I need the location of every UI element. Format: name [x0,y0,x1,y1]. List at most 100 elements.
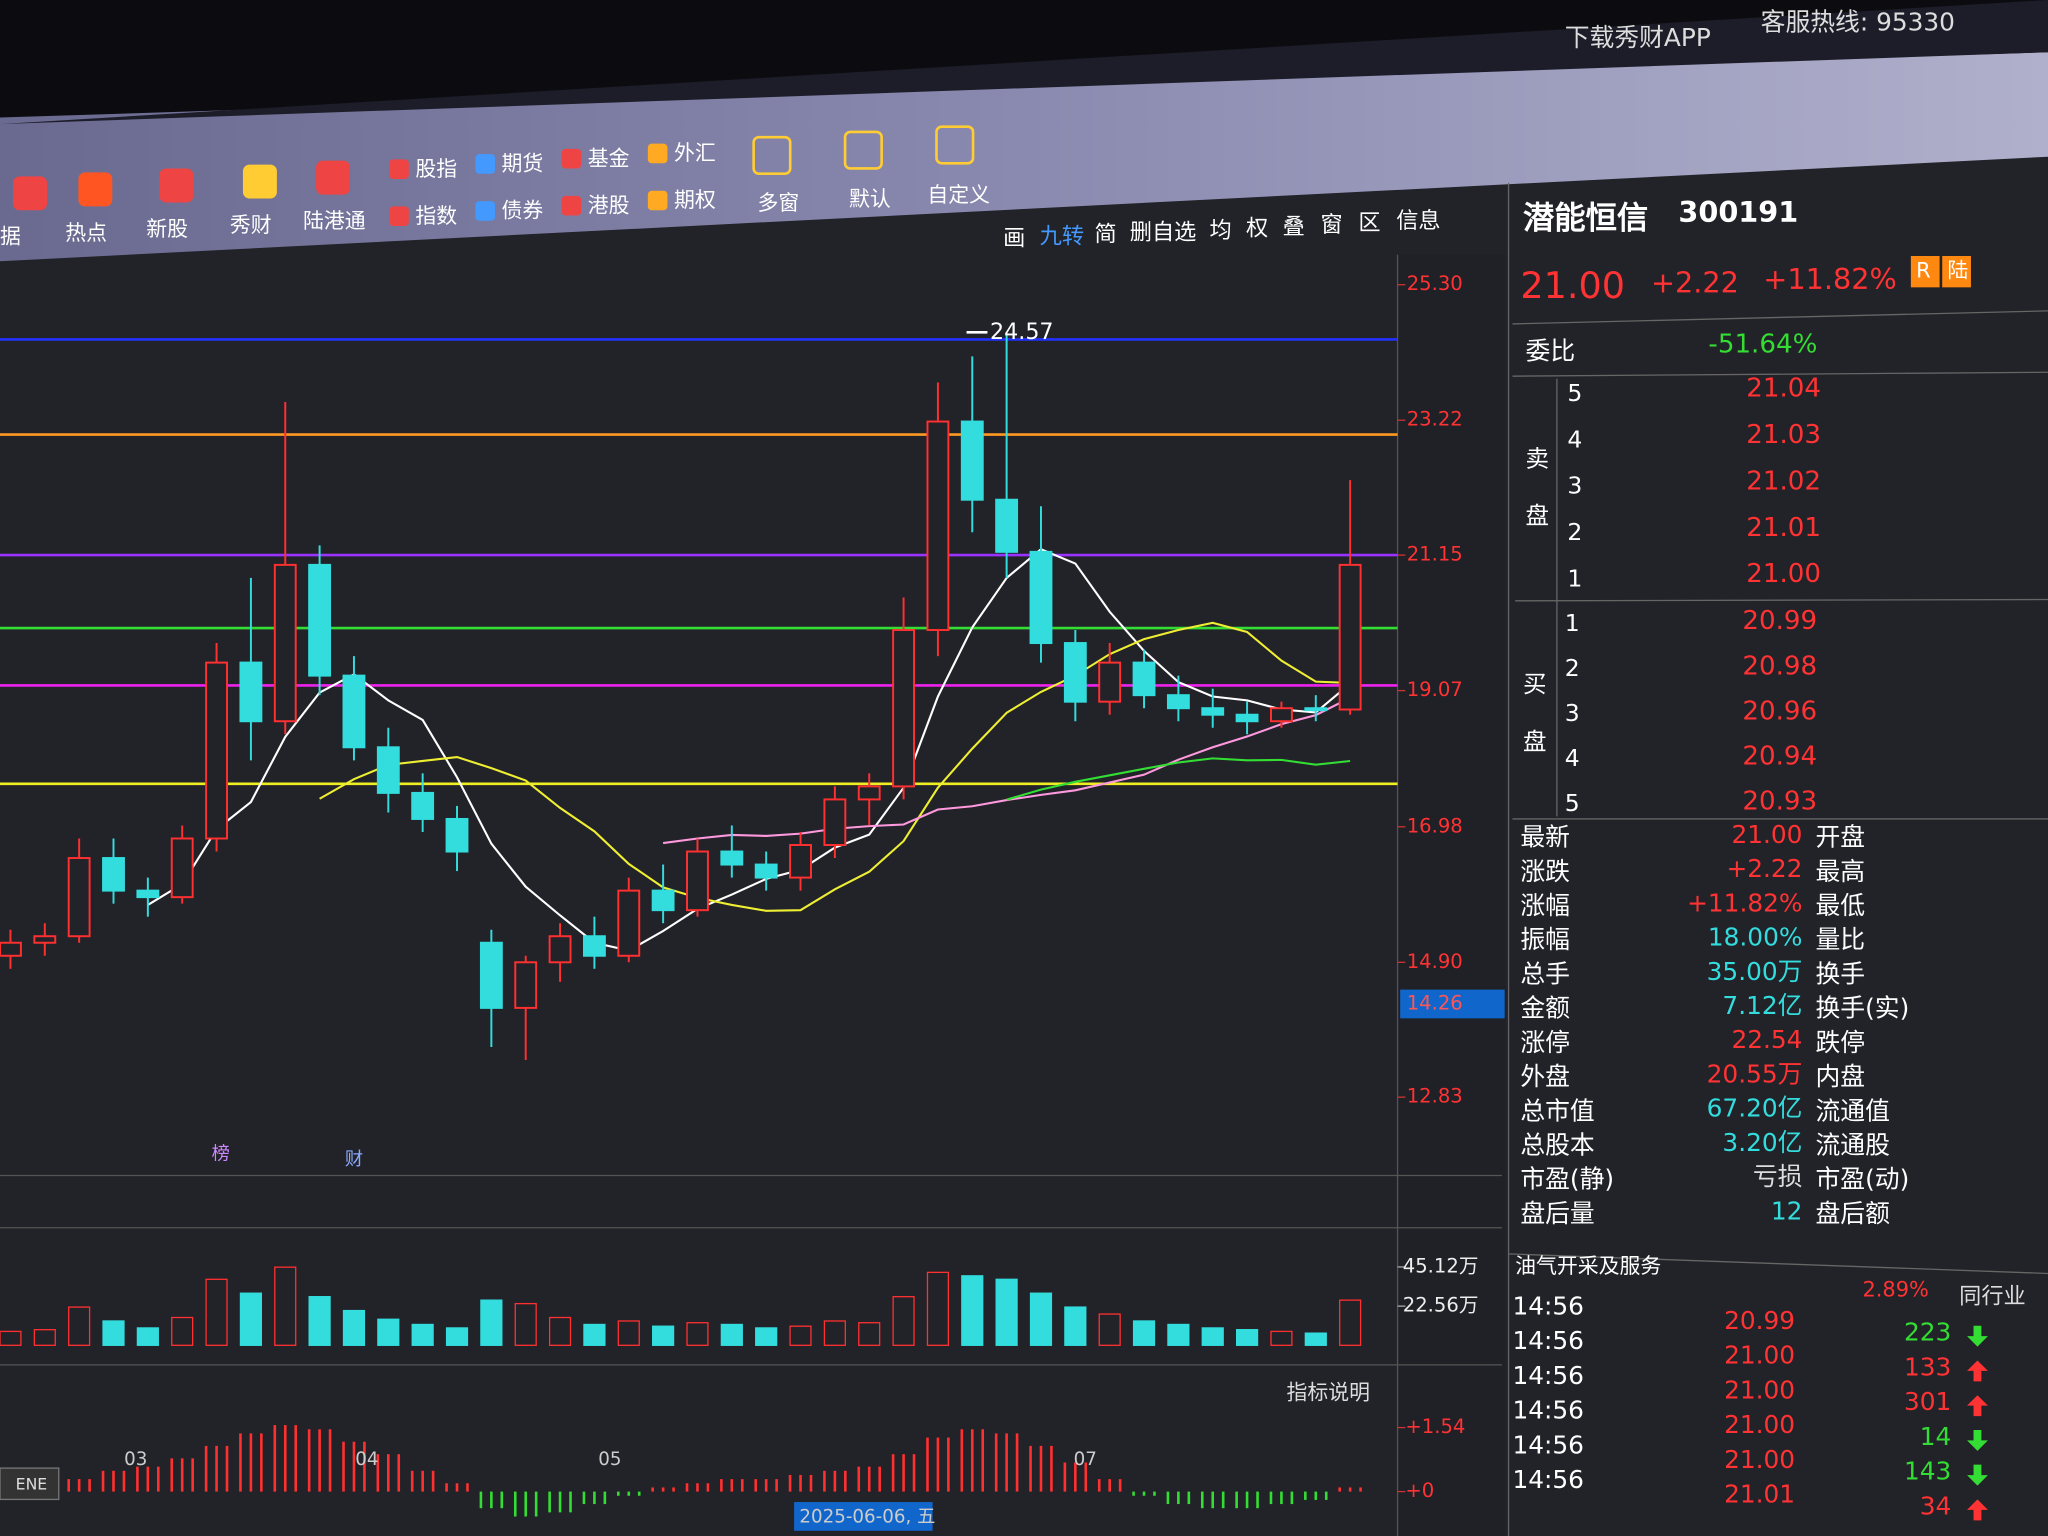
volume-bar [755,1327,778,1346]
trade-direction [1967,1429,1988,1451]
candle-body [1201,707,1225,716]
tool-button[interactable]: 债券 [502,199,544,223]
tool-icon[interactable] [78,172,113,207]
tool-button[interactable]: 多窗 [758,191,800,215]
volume-bar [1201,1327,1224,1346]
stat-value: 35.00万 [1707,957,1803,986]
level-num: 1 [1565,609,1580,637]
tool-button[interactable]: 默认 [849,187,891,211]
level-num: 5 [1567,379,1582,407]
indicator-name: ENE [16,1475,48,1494]
y-tick-label: +1.54 [1405,1415,1465,1438]
chart-tool[interactable]: 九转 [1040,224,1084,250]
tool-button[interactable]: 据 [0,225,21,249]
tool-icon[interactable] [242,164,277,199]
moving-average [662,696,1351,845]
y-tick-label: 16.98 [1407,814,1463,837]
indicator-help[interactable]: 指标说明 [1287,1381,1371,1405]
tool-button[interactable]: 自定义 [927,183,990,207]
bid-price: 20.99 [1742,606,1817,636]
chart-tool[interactable]: 叠 [1283,214,1305,240]
volume-bar [514,1302,537,1346]
trade-direction [1967,1499,1988,1521]
candle-body [1338,563,1362,711]
volume-bar [411,1323,434,1346]
candle-body [411,791,435,820]
tool-button[interactable]: 指数 [415,204,457,228]
tool-button[interactable]: 股指 [415,157,457,181]
tool-icon [475,201,496,221]
chart-tool[interactable]: 权 [1246,216,1268,242]
date-label: 03 [124,1449,147,1470]
ask-price: 21.04 [1746,374,1821,404]
candle-body [720,850,744,866]
volume-bar [961,1275,984,1346]
trade-price: 21.00 [1724,1410,1795,1439]
stat-label: 最低 [1816,891,1866,920]
stat-value: +2.22 [1726,854,1802,883]
candle-body [1132,661,1156,697]
tool-button[interactable]: 基金 [588,146,630,170]
chart-tool[interactable]: 画 [1003,226,1025,252]
trade-vol: 301 [1904,1387,1951,1416]
sep [1508,1253,2048,1275]
stat-label: 开盘 [1816,823,1866,852]
chart-tool[interactable]: 区 [1358,210,1380,236]
stat-label: 内盘 [1816,1062,1866,1091]
stat-label: 总市值 [1520,1096,1594,1125]
tool-button[interactable]: 期权 [674,188,716,212]
tool-button[interactable]: 热点 [65,221,107,245]
trade-direction [1967,1325,1988,1347]
stat-label: 涨跌 [1520,857,1570,886]
peer-tab[interactable]: 同行业 [1959,1283,2026,1309]
candle-body [67,857,91,938]
chart-tool[interactable]: 删自选 [1130,220,1197,246]
sep [1515,598,2048,602]
chart-tool[interactable]: 简 [1095,222,1117,248]
moving-average [1006,757,1351,801]
stat-label: 量比 [1816,925,1866,954]
candle-body [789,844,812,879]
tool-button[interactable]: 陆港通 [303,209,366,233]
stat-label: 涨幅 [1520,891,1570,920]
volume-bar [274,1266,297,1346]
level-num: 3 [1565,699,1580,727]
level-num: 2 [1565,654,1580,682]
volume-bar [136,1327,159,1346]
tool-icon[interactable] [316,160,351,195]
tool-button[interactable]: 秀财 [230,213,272,237]
tool-button[interactable]: 外汇 [674,141,716,165]
volume-bar [1132,1320,1156,1346]
stat-label: 总股本 [1520,1131,1594,1160]
stat-label: 换手 [1816,959,1866,988]
candle-body [892,629,916,788]
y-tick-label: 45.12万 [1403,1254,1479,1277]
tool-button[interactable]: 新股 [146,217,188,241]
chart-tool[interactable]: 信息 [1396,208,1440,234]
volume-bar [1098,1313,1121,1346]
level-num: 2 [1567,518,1582,546]
volume-bar [583,1323,606,1346]
chart-tool[interactable]: 窗 [1320,212,1342,238]
candle-body [1098,661,1122,703]
tool-icon[interactable] [13,176,48,211]
weibi-label: 委比 [1526,337,1576,366]
y-tick-label: 23.22 [1407,408,1463,431]
candle-body [651,889,675,912]
volume-bar [239,1292,263,1346]
high-annotation: 24.57 [990,319,1054,345]
trade-time: 14:56 [1512,1465,1583,1494]
download-link[interactable]: 下载秀财APP [1565,23,1711,52]
event-marker: 财 [345,1149,363,1170]
level-num: 4 [1565,744,1580,772]
candle-body [1304,707,1328,712]
volume-bar [858,1322,881,1346]
cursor-price-box [1400,989,1505,1019]
stat-label: 盘后额 [1816,1199,1891,1228]
chart-tool[interactable]: 均 [1209,218,1231,244]
indicator-tab[interactable] [0,1467,60,1501]
tool-icon[interactable] [159,168,194,203]
y-tick-label: 25.30 [1407,272,1463,295]
tool-button[interactable]: 港股 [588,193,630,217]
tool-button[interactable]: 期货 [502,152,544,176]
